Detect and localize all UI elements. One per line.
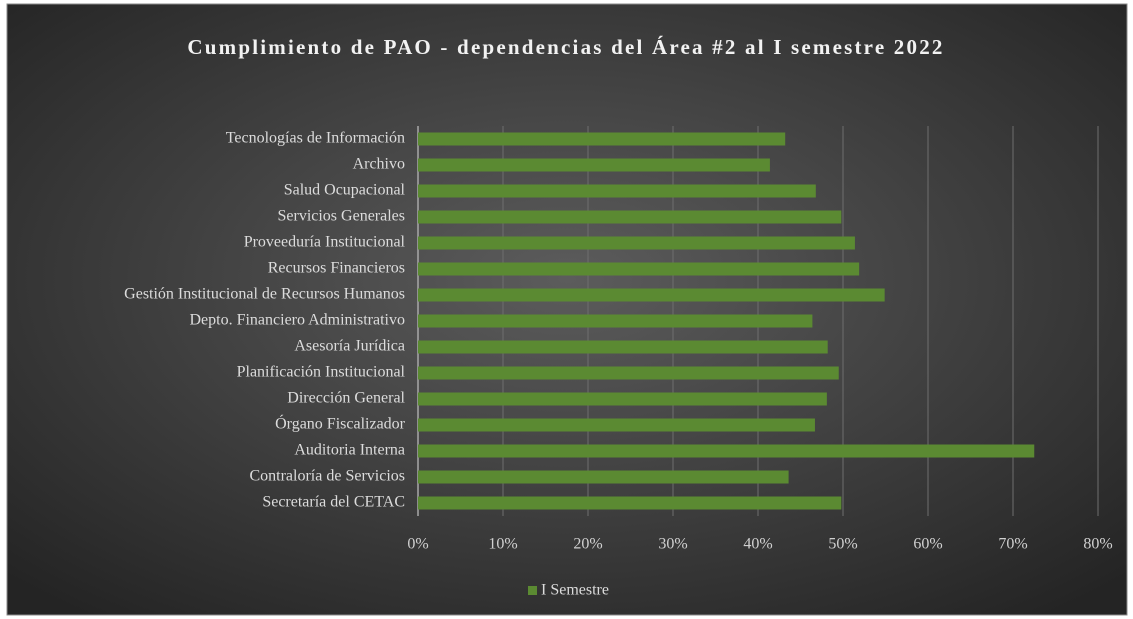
y-tick-label: Auditoria Interna bbox=[294, 442, 405, 459]
y-tick-label: Depto. Financiero Administrativo bbox=[189, 312, 405, 329]
x-tick-label: 80% bbox=[1083, 536, 1112, 553]
bar bbox=[418, 366, 839, 380]
bar bbox=[418, 314, 813, 328]
bar bbox=[418, 340, 828, 354]
bar bbox=[418, 392, 827, 406]
bar bbox=[418, 418, 815, 432]
bar bbox=[418, 132, 786, 146]
bar bbox=[418, 210, 842, 224]
y-tick-label: Dirección General bbox=[287, 390, 405, 407]
bar bbox=[418, 262, 860, 276]
x-tick-label: 40% bbox=[743, 536, 772, 553]
y-tick-label: Servicios Generales bbox=[277, 208, 405, 225]
y-tick-label: Recursos Financieros bbox=[268, 260, 405, 277]
y-tick-label: Tecnologías de Información bbox=[226, 130, 405, 147]
x-tick-label: 60% bbox=[913, 536, 942, 553]
legend-swatch bbox=[528, 586, 537, 595]
y-tick-label: Contraloría de Servicios bbox=[249, 468, 405, 485]
y-tick-label: Órgano Fiscalizador bbox=[275, 414, 406, 433]
x-tick-label: 50% bbox=[828, 536, 857, 553]
x-tick-label: 0% bbox=[407, 536, 428, 553]
chart-title: Cumplimiento de PAO - dependencias del Á… bbox=[187, 35, 945, 59]
bar bbox=[418, 288, 885, 302]
y-tick-label: Proveeduría Institucional bbox=[244, 234, 406, 251]
y-tick-label: Archivo bbox=[353, 156, 405, 173]
bar bbox=[418, 236, 855, 250]
bar bbox=[418, 444, 1035, 458]
x-tick-label: 30% bbox=[658, 536, 687, 553]
x-tick-label: 10% bbox=[488, 536, 517, 553]
bar bbox=[418, 496, 842, 510]
bar bbox=[418, 470, 789, 484]
y-tick-label: Salud Ocupacional bbox=[284, 182, 406, 199]
legend-label: I Semestre bbox=[541, 582, 609, 599]
chart-background bbox=[6, 3, 1128, 616]
y-tick-label: Gestión Institucional de Recursos Humano… bbox=[124, 286, 405, 303]
y-tick-label: Secretaría del CETAC bbox=[262, 494, 405, 511]
bar bbox=[418, 184, 816, 198]
y-tick-label: Asesoría Jurídica bbox=[294, 338, 405, 355]
y-tick-label: Planificación Institucional bbox=[237, 364, 406, 381]
x-tick-label: 70% bbox=[998, 536, 1027, 553]
bar bbox=[418, 158, 770, 172]
x-tick-label: 20% bbox=[573, 536, 602, 553]
